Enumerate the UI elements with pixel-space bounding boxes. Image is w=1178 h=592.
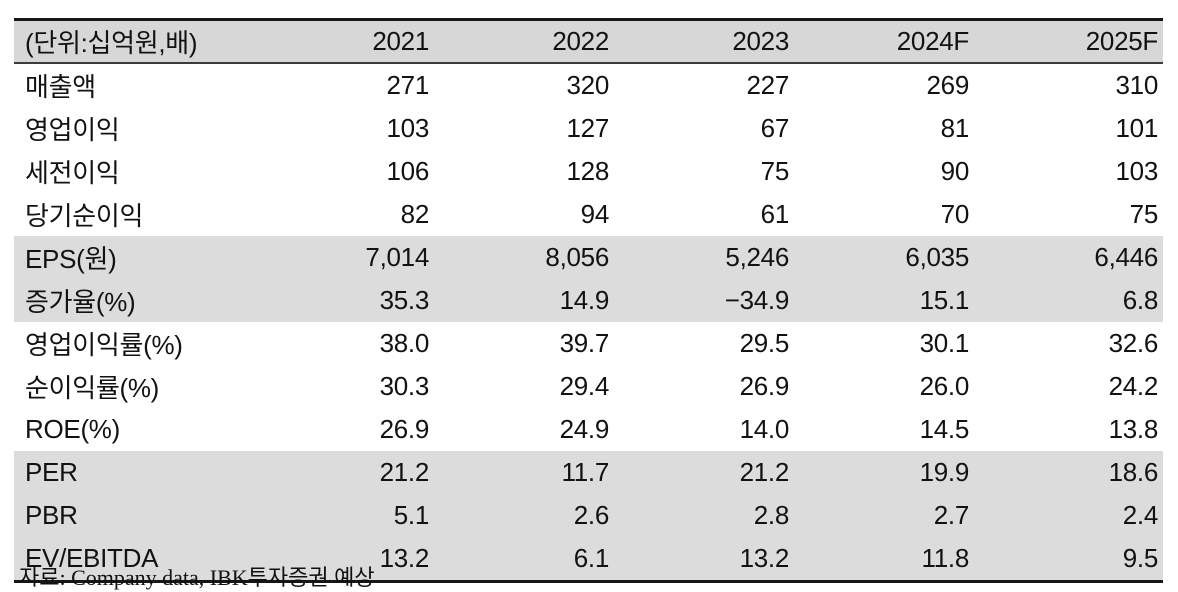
table-row: PBR 5.1 2.6 2.8 2.7 2.4 bbox=[14, 494, 1163, 537]
cell-value: 19.9 bbox=[919, 457, 970, 487]
year-column-header: 2023 bbox=[732, 26, 789, 56]
unit-label: (단위:십억원,배) bbox=[25, 28, 198, 58]
cell-value: 128 bbox=[566, 156, 610, 186]
cell-value: 13.2 bbox=[379, 543, 430, 573]
cell-value: 90 bbox=[940, 156, 970, 186]
cell-value: 11.7 bbox=[561, 457, 610, 487]
financial-summary-table: (단위:십억원,배) 2021 2022 2023 2024F 2025F 매출… bbox=[14, 18, 1163, 583]
cell-value: 26.9 bbox=[739, 371, 790, 401]
cell-value: 6.8 bbox=[1122, 285, 1159, 315]
row-label: PER bbox=[25, 457, 78, 487]
row-label: EV/EBITDA bbox=[25, 543, 159, 573]
table-row: 영업이익률(%) 38.0 39.7 29.5 30.1 32.6 bbox=[14, 322, 1163, 365]
row-label: 영업이익 bbox=[25, 115, 120, 145]
cell-value: 61 bbox=[760, 199, 790, 229]
cell-value: 26.9 bbox=[379, 414, 430, 444]
year-column-header: 2021 bbox=[372, 26, 429, 56]
cell-value: 32.6 bbox=[1108, 328, 1159, 358]
table-row: 당기순이익 82 94 61 70 75 bbox=[14, 193, 1163, 236]
row-label: 순이익률(%) bbox=[25, 373, 160, 403]
cell-value: 82 bbox=[400, 199, 430, 229]
row-label: PBR bbox=[25, 500, 78, 530]
cell-value: 94 bbox=[580, 199, 610, 229]
cell-value: 127 bbox=[566, 113, 610, 143]
cell-value: 13.8 bbox=[1108, 414, 1159, 444]
table-row: EPS(원) 7,014 8,056 5,246 6,035 6,446 bbox=[14, 236, 1163, 279]
cell-value: 14.5 bbox=[919, 414, 970, 444]
year-column-header: 2022 bbox=[552, 26, 609, 56]
cell-value: 5.1 bbox=[393, 500, 430, 530]
table-row: 순이익률(%) 30.3 29.4 26.9 26.0 24.2 bbox=[14, 365, 1163, 408]
row-label: ROE(%) bbox=[25, 414, 120, 444]
cell-value: 7,014 bbox=[365, 242, 429, 272]
cell-value: 14.9 bbox=[559, 285, 610, 315]
cell-value: 38.0 bbox=[379, 328, 430, 358]
cell-value: 24.2 bbox=[1108, 371, 1159, 401]
year-column-header: 2024F bbox=[896, 26, 970, 56]
table-row: 증가율(%) 35.3 14.9 −34.9 15.1 6.8 bbox=[14, 279, 1163, 322]
cell-value: 2.6 bbox=[573, 500, 610, 530]
cell-value: 320 bbox=[566, 70, 610, 100]
row-label: 증가율(%) bbox=[25, 287, 136, 317]
cell-value: 15.1 bbox=[919, 285, 970, 315]
table-row: ROE(%) 26.9 24.9 14.0 14.5 13.8 bbox=[14, 408, 1163, 451]
cell-value: 75 bbox=[760, 156, 790, 186]
cell-value: 11.8 bbox=[921, 543, 970, 573]
cell-value: 35.3 bbox=[379, 285, 430, 315]
cell-value: 5,246 bbox=[725, 242, 789, 272]
table-row: PER 21.2 11.7 21.2 19.9 18.6 bbox=[14, 451, 1163, 494]
table-row: 매출액 271 320 227 269 310 bbox=[14, 63, 1163, 107]
cell-value: 6.1 bbox=[573, 543, 610, 573]
cell-value: 39.7 bbox=[559, 328, 610, 358]
row-label: 세전이익 bbox=[25, 158, 120, 188]
year-column-header: 2025F bbox=[1085, 26, 1159, 56]
table-row: 세전이익 106 128 75 90 103 bbox=[14, 150, 1163, 193]
cell-value: 14.0 bbox=[739, 414, 790, 444]
cell-value: −34.9 bbox=[724, 285, 790, 315]
cell-value: 310 bbox=[1115, 70, 1159, 100]
table-header-row: (단위:십억원,배) 2021 2022 2023 2024F 2025F bbox=[14, 19, 1163, 63]
row-label: 영업이익률(%) bbox=[25, 330, 183, 360]
table-row: EV/EBITDA 13.2 6.1 13.2 11.8 9.5 bbox=[14, 537, 1163, 582]
cell-value: 29.4 bbox=[559, 371, 610, 401]
cell-value: 67 bbox=[760, 113, 790, 143]
cell-value: 21.2 bbox=[739, 457, 790, 487]
cell-value: 81 bbox=[940, 113, 970, 143]
table-row: 영업이익 103 127 67 81 101 bbox=[14, 107, 1163, 150]
cell-value: 271 bbox=[386, 70, 430, 100]
cell-value: 6,446 bbox=[1094, 242, 1158, 272]
cell-value: 18.6 bbox=[1108, 457, 1159, 487]
cell-value: 9.5 bbox=[1122, 543, 1159, 573]
source-note: 자료: Company data, IBK투자증권 예상 bbox=[19, 565, 375, 590]
cell-value: 21.2 bbox=[379, 457, 430, 487]
cell-value: 2.4 bbox=[1122, 500, 1159, 530]
cell-value: 13.2 bbox=[739, 543, 790, 573]
cell-value: 24.9 bbox=[559, 414, 610, 444]
cell-value: 269 bbox=[926, 70, 970, 100]
cell-value: 8,056 bbox=[545, 242, 609, 272]
cell-value: 2.7 bbox=[933, 500, 970, 530]
row-label: 당기순이익 bbox=[25, 201, 144, 231]
cell-value: 30.3 bbox=[379, 371, 430, 401]
cell-value: 101 bbox=[1115, 113, 1159, 143]
cell-value: 75 bbox=[1129, 199, 1159, 229]
cell-value: 103 bbox=[386, 113, 430, 143]
row-label: 매출액 bbox=[25, 72, 96, 102]
row-label: EPS(원) bbox=[25, 244, 117, 274]
cell-value: 2.8 bbox=[753, 500, 790, 530]
cell-value: 29.5 bbox=[739, 328, 790, 358]
cell-value: 70 bbox=[940, 199, 970, 229]
cell-value: 103 bbox=[1115, 156, 1159, 186]
cell-value: 227 bbox=[746, 70, 790, 100]
cell-value: 6,035 bbox=[905, 242, 969, 272]
cell-value: 106 bbox=[386, 156, 430, 186]
cell-value: 30.1 bbox=[919, 328, 970, 358]
cell-value: 26.0 bbox=[919, 371, 970, 401]
